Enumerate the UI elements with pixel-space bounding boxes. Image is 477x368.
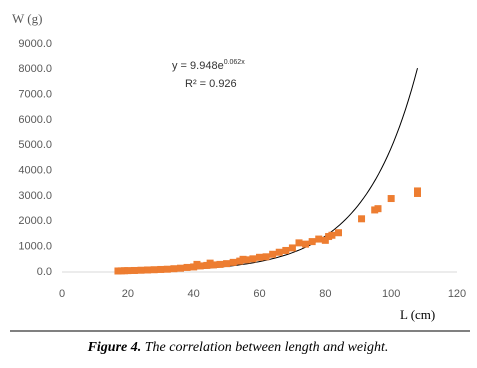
data-point <box>144 266 152 274</box>
y-tick-label: 2000.0 <box>18 215 52 227</box>
data-point <box>282 246 290 254</box>
data-point <box>295 239 303 247</box>
data-point <box>170 265 178 273</box>
data-point <box>302 240 310 248</box>
y-tick-label: 5000.0 <box>18 139 52 151</box>
data-point <box>177 264 184 272</box>
data-point <box>262 253 270 261</box>
data-point <box>223 260 231 268</box>
data-point <box>183 263 191 271</box>
data-point <box>150 266 158 274</box>
data-point <box>157 265 165 273</box>
data-point <box>308 238 316 246</box>
x-tick-label: 100 <box>382 288 400 300</box>
x-tick-label: 60 <box>253 288 265 300</box>
data-point <box>275 248 283 256</box>
trend-equation: y = 9.948e0.062x <box>172 59 245 72</box>
x-axis-label: L (cm) <box>400 307 435 322</box>
data-point <box>209 261 217 269</box>
data-point <box>315 235 323 243</box>
x-tick-label: 40 <box>188 288 200 300</box>
data-point <box>196 262 204 270</box>
data-point <box>374 205 382 213</box>
y-tick-label: 9000.0 <box>18 38 52 50</box>
data-point <box>130 266 138 274</box>
x-tick-label: 120 <box>448 288 466 300</box>
data-point <box>328 231 336 239</box>
y-tick-label: 0.0 <box>37 266 52 278</box>
data-point <box>249 255 257 263</box>
data-point <box>137 266 145 274</box>
caption-label: Figure 4. <box>87 340 142 355</box>
data-point <box>242 256 250 264</box>
y-tick-label: 4000.0 <box>18 165 52 177</box>
data-point <box>216 260 224 268</box>
y-tick-label: 1000.0 <box>18 241 52 253</box>
data-point <box>288 244 296 252</box>
caption-text: The correlation between length and weigh… <box>145 340 389 355</box>
data-point <box>163 265 171 273</box>
data-point <box>387 195 395 203</box>
data-point <box>269 250 277 258</box>
data-point <box>335 229 342 237</box>
data-point <box>414 187 421 195</box>
y-tick-label: 6000.0 <box>18 114 52 126</box>
caption: Figure 4. The correlation between length… <box>87 340 389 355</box>
data-point <box>358 215 366 223</box>
equation-prefix: y = 9.948e <box>172 60 224 72</box>
r-squared: R² = 0.926 <box>185 78 237 90</box>
x-tick-label: 0 <box>59 288 65 300</box>
equation-exponent: 0.062x <box>224 59 246 66</box>
y-axis-label: W (g) <box>12 11 42 26</box>
y-tick-label: 7000.0 <box>18 89 52 101</box>
y-tick-label: 3000.0 <box>18 190 52 202</box>
data-point <box>229 258 237 266</box>
y-tick-label: 8000.0 <box>18 63 52 75</box>
data-point <box>321 236 329 244</box>
x-tick-label: 80 <box>319 288 331 300</box>
data-point <box>124 267 132 275</box>
x-tick-label: 20 <box>122 288 134 300</box>
data-point <box>256 253 263 261</box>
trendline <box>117 67 418 272</box>
